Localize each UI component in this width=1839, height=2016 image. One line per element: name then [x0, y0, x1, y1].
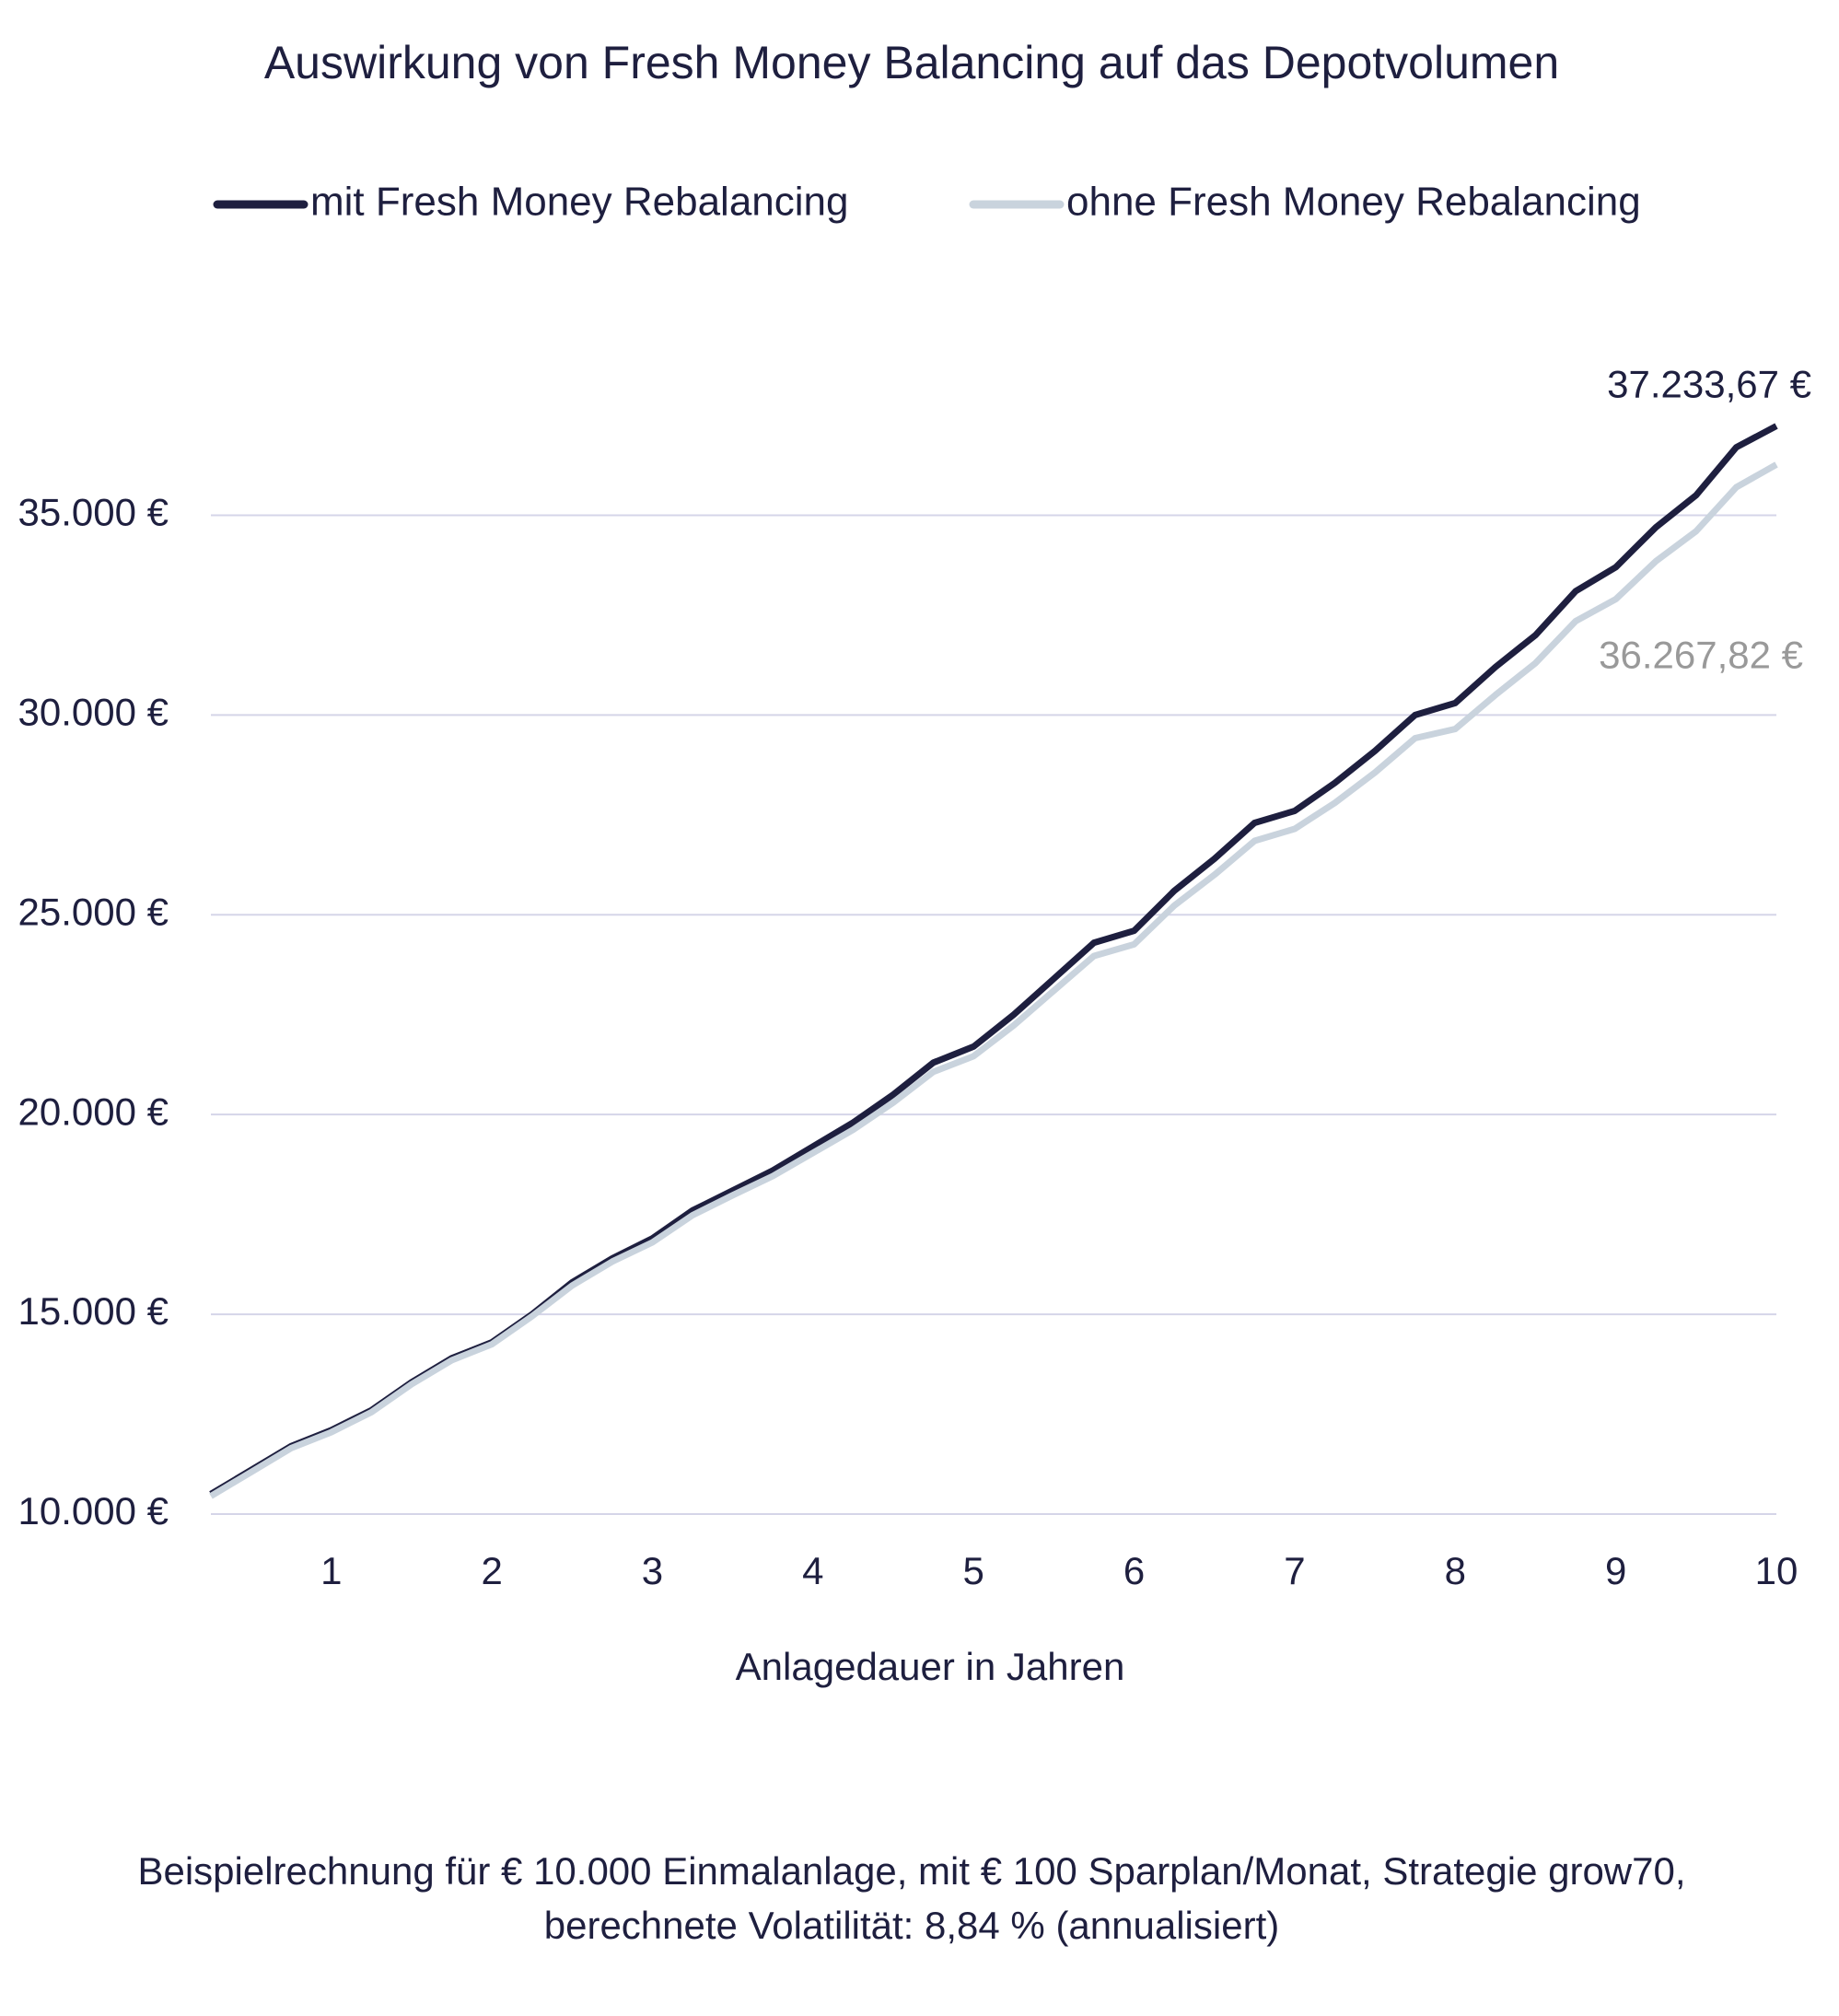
x-tick-label: 6: [1123, 1549, 1145, 1592]
legend-label: mit Fresh Money Rebalancing: [310, 180, 848, 225]
x-tick-label: 5: [963, 1549, 984, 1592]
x-tick-label: 7: [1284, 1549, 1305, 1592]
y-tick-label: 15.000 €: [18, 1289, 169, 1333]
x-tick-label: 2: [481, 1549, 502, 1592]
end-label: 37.233,67 €: [1607, 363, 1811, 406]
data-line: [209, 423, 1778, 1497]
x-tick-label: 1: [320, 1549, 342, 1592]
x-tick-label: 4: [802, 1549, 823, 1592]
legend-label: ohne Fresh Money Rebalancing: [1066, 180, 1641, 225]
x-tick-label: 3: [642, 1549, 663, 1592]
y-tick-label: 25.000 €: [18, 890, 169, 933]
x-tick-label: 9: [1605, 1549, 1626, 1592]
y-tick-label: 30.000 €: [18, 690, 169, 733]
x-tick-label: 10: [1755, 1549, 1798, 1592]
note: berechnete Volatilität: 8,84 % (annualis…: [544, 1904, 1279, 1947]
chart-title: Auswirkung von Fresh Money Balancing auf…: [264, 37, 1559, 88]
x-axis-label: Anlagedauer in Jahren: [736, 1645, 1125, 1688]
y-tick-label: 35.000 €: [18, 491, 169, 534]
x-tick-label: 8: [1445, 1549, 1466, 1592]
note: Beispielrechnung für € 10.000 Einmalanla…: [137, 1849, 1685, 1893]
y-tick-label: 10.000 €: [18, 1489, 169, 1532]
y-tick-label: 20.000 €: [18, 1090, 169, 1133]
end-label: 36.267,82 €: [1599, 634, 1803, 677]
data-line: [209, 461, 1778, 1499]
